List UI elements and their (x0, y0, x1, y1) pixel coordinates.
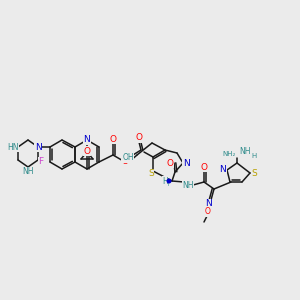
Text: O: O (122, 158, 128, 166)
Text: H: H (251, 153, 256, 159)
Text: H: H (162, 176, 168, 185)
Text: O: O (167, 158, 173, 167)
Text: F: F (38, 158, 43, 166)
Text: O: O (110, 134, 116, 143)
Text: HN: HN (7, 142, 19, 152)
Circle shape (167, 179, 171, 183)
Text: S: S (148, 169, 154, 178)
Text: N: N (183, 158, 189, 167)
Text: H: H (164, 181, 169, 187)
Text: O: O (136, 134, 142, 142)
Text: S: S (251, 169, 257, 178)
Text: NH: NH (22, 167, 34, 176)
Text: N: N (84, 136, 90, 145)
Text: O: O (205, 208, 211, 217)
Text: NH₂: NH₂ (222, 151, 236, 157)
Text: N: N (220, 166, 226, 175)
Text: OH: OH (122, 154, 134, 163)
Text: O: O (83, 146, 91, 155)
Text: NH: NH (182, 181, 194, 190)
Text: N: N (205, 200, 212, 208)
Text: O: O (200, 163, 208, 172)
Text: N: N (34, 142, 41, 152)
Text: NH: NH (239, 148, 251, 157)
